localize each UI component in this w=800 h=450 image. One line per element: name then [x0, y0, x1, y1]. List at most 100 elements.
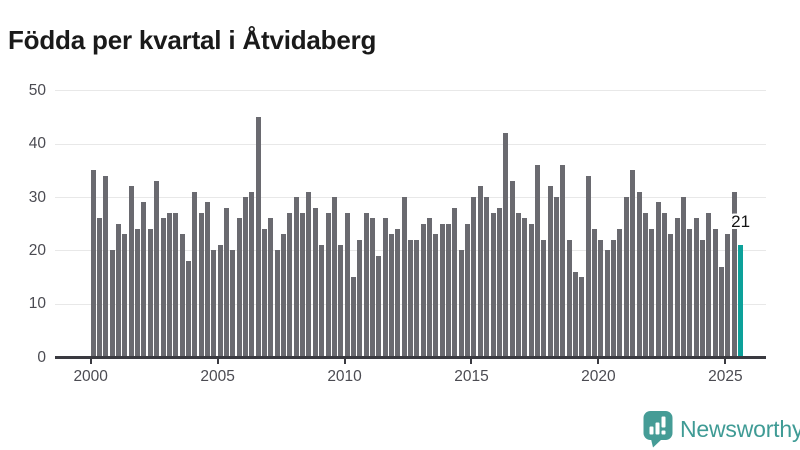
bar-2003-q2: [173, 213, 179, 358]
y-tick-label-0: 0: [37, 348, 46, 366]
bar-2010-q3: [357, 239, 363, 358]
bar-2019-q3: [585, 175, 591, 358]
bar-2025-q2: [731, 191, 737, 358]
bar-2004-q1: [192, 191, 198, 358]
bar-2007-q3: [281, 234, 287, 358]
bar-2015-q3: [484, 197, 490, 358]
x-tick-label-2025: 2025: [708, 368, 743, 386]
bar-2023-q2: [680, 197, 686, 358]
bar-2015-q4: [490, 213, 496, 358]
bar-2002-q3: [154, 181, 160, 358]
bar-2008-q4: [312, 207, 318, 358]
bar-2000-q4: [109, 250, 115, 358]
bar-2022-q1: [649, 229, 655, 358]
bar-2025-q1: [725, 234, 731, 358]
bar-2017-q4: [541, 239, 547, 358]
x-tick-label-2000: 2000: [73, 368, 108, 386]
bar-2018-q4: [566, 239, 572, 358]
bar-2016-q4: [515, 213, 521, 358]
bar-2009-q1: [319, 245, 325, 358]
bar-2016-q2: [503, 132, 509, 358]
bar-2021-q2: [630, 170, 636, 358]
bar-2002-q4: [160, 218, 166, 358]
bar-2015-q2: [477, 186, 483, 358]
bar-2022-q3: [661, 213, 667, 358]
x-tick-label-2010: 2010: [327, 368, 362, 386]
bar-2000-q1: [90, 170, 96, 358]
bar-2005-q1: [217, 245, 223, 358]
x-tick-2015: [470, 357, 473, 365]
bar-2001-q2: [122, 234, 128, 358]
bar-2006-q4: [262, 229, 268, 358]
bar-2022-q2: [655, 202, 661, 358]
newsworthy-bubble-icon: [643, 411, 673, 448]
bar-2016-q3: [509, 181, 515, 358]
bar-2020-q2: [604, 250, 610, 358]
bar-2025-q3: [738, 245, 744, 358]
x-tick-label-2005: 2005: [200, 368, 235, 386]
bar-2007-q2: [274, 250, 280, 358]
newsworthy-brand-text: Newsworthy: [680, 415, 800, 442]
bar-2017-q2: [528, 223, 534, 358]
bar-2018-q1: [547, 186, 553, 358]
y-tick-label-30: 30: [28, 188, 46, 206]
bar-2024-q2: [706, 213, 712, 358]
bar-2008-q1: [293, 197, 299, 358]
bar-2021-q4: [642, 213, 648, 358]
bar-2013-q1: [420, 223, 426, 358]
bar-2016-q1: [496, 207, 502, 358]
bar-2013-q4: [439, 223, 445, 358]
bar-2009-q2: [325, 213, 331, 358]
bar-2012-q4: [414, 239, 420, 358]
bar-2014-q3: [458, 250, 464, 358]
bar-2008-q3: [306, 191, 312, 358]
bar-2012-q3: [408, 239, 414, 358]
bar-2011-q4: [388, 234, 394, 358]
bar-2018-q2: [554, 197, 559, 358]
bar-2005-q2: [223, 207, 229, 358]
y-tick-label-10: 10: [28, 295, 46, 313]
x-tick-2010: [343, 357, 346, 365]
bar-2017-q1: [522, 218, 528, 358]
bar-2012-q1: [395, 229, 401, 358]
bar-2020-q4: [617, 229, 623, 358]
bar-2020-q1: [598, 239, 604, 358]
x-tick-label-2015: 2015: [454, 368, 489, 386]
bar-2023-q4: [693, 218, 699, 358]
bar-2000-q3: [103, 175, 109, 358]
bar-2011-q3: [382, 218, 388, 358]
bar-2021-q3: [636, 191, 642, 358]
bar-2013-q3: [433, 234, 439, 358]
bar-2010-q1: [344, 213, 350, 358]
x-tick-2000: [89, 357, 92, 365]
bar-2004-q2: [198, 213, 204, 358]
bar-2004-q4: [211, 250, 217, 358]
bar-2010-q2: [350, 277, 356, 358]
newsworthy-logo[interactable]: Newsworthy: [643, 410, 800, 448]
bar-2001-q4: [135, 229, 141, 358]
bar-2000-q2: [97, 218, 103, 358]
bar-2023-q1: [674, 218, 680, 358]
bar-2019-q1: [573, 271, 579, 358]
bar-2001-q3: [128, 186, 134, 358]
bar-2006-q1: [243, 197, 249, 358]
bar-2024-q3: [712, 229, 718, 358]
bar-2009-q4: [338, 245, 344, 358]
x-tick-2020: [597, 357, 600, 365]
bar-2001-q1: [116, 223, 122, 358]
bar-2019-q2: [579, 277, 585, 358]
bar-2009-q3: [331, 197, 337, 358]
y-tick-label-50: 50: [28, 81, 46, 99]
bar-2007-q4: [287, 213, 293, 358]
bar-2010-q4: [363, 213, 369, 358]
bar-2004-q3: [204, 202, 210, 358]
bar-2021-q1: [623, 197, 629, 358]
bar-2002-q1: [141, 202, 147, 358]
bar-2023-q3: [687, 229, 693, 358]
bar-2014-q1: [446, 223, 452, 358]
bar-2019-q4: [592, 229, 598, 358]
bar-2006-q2: [249, 191, 255, 358]
bar-2024-q1: [699, 239, 705, 358]
x-tick-2005: [216, 357, 219, 365]
